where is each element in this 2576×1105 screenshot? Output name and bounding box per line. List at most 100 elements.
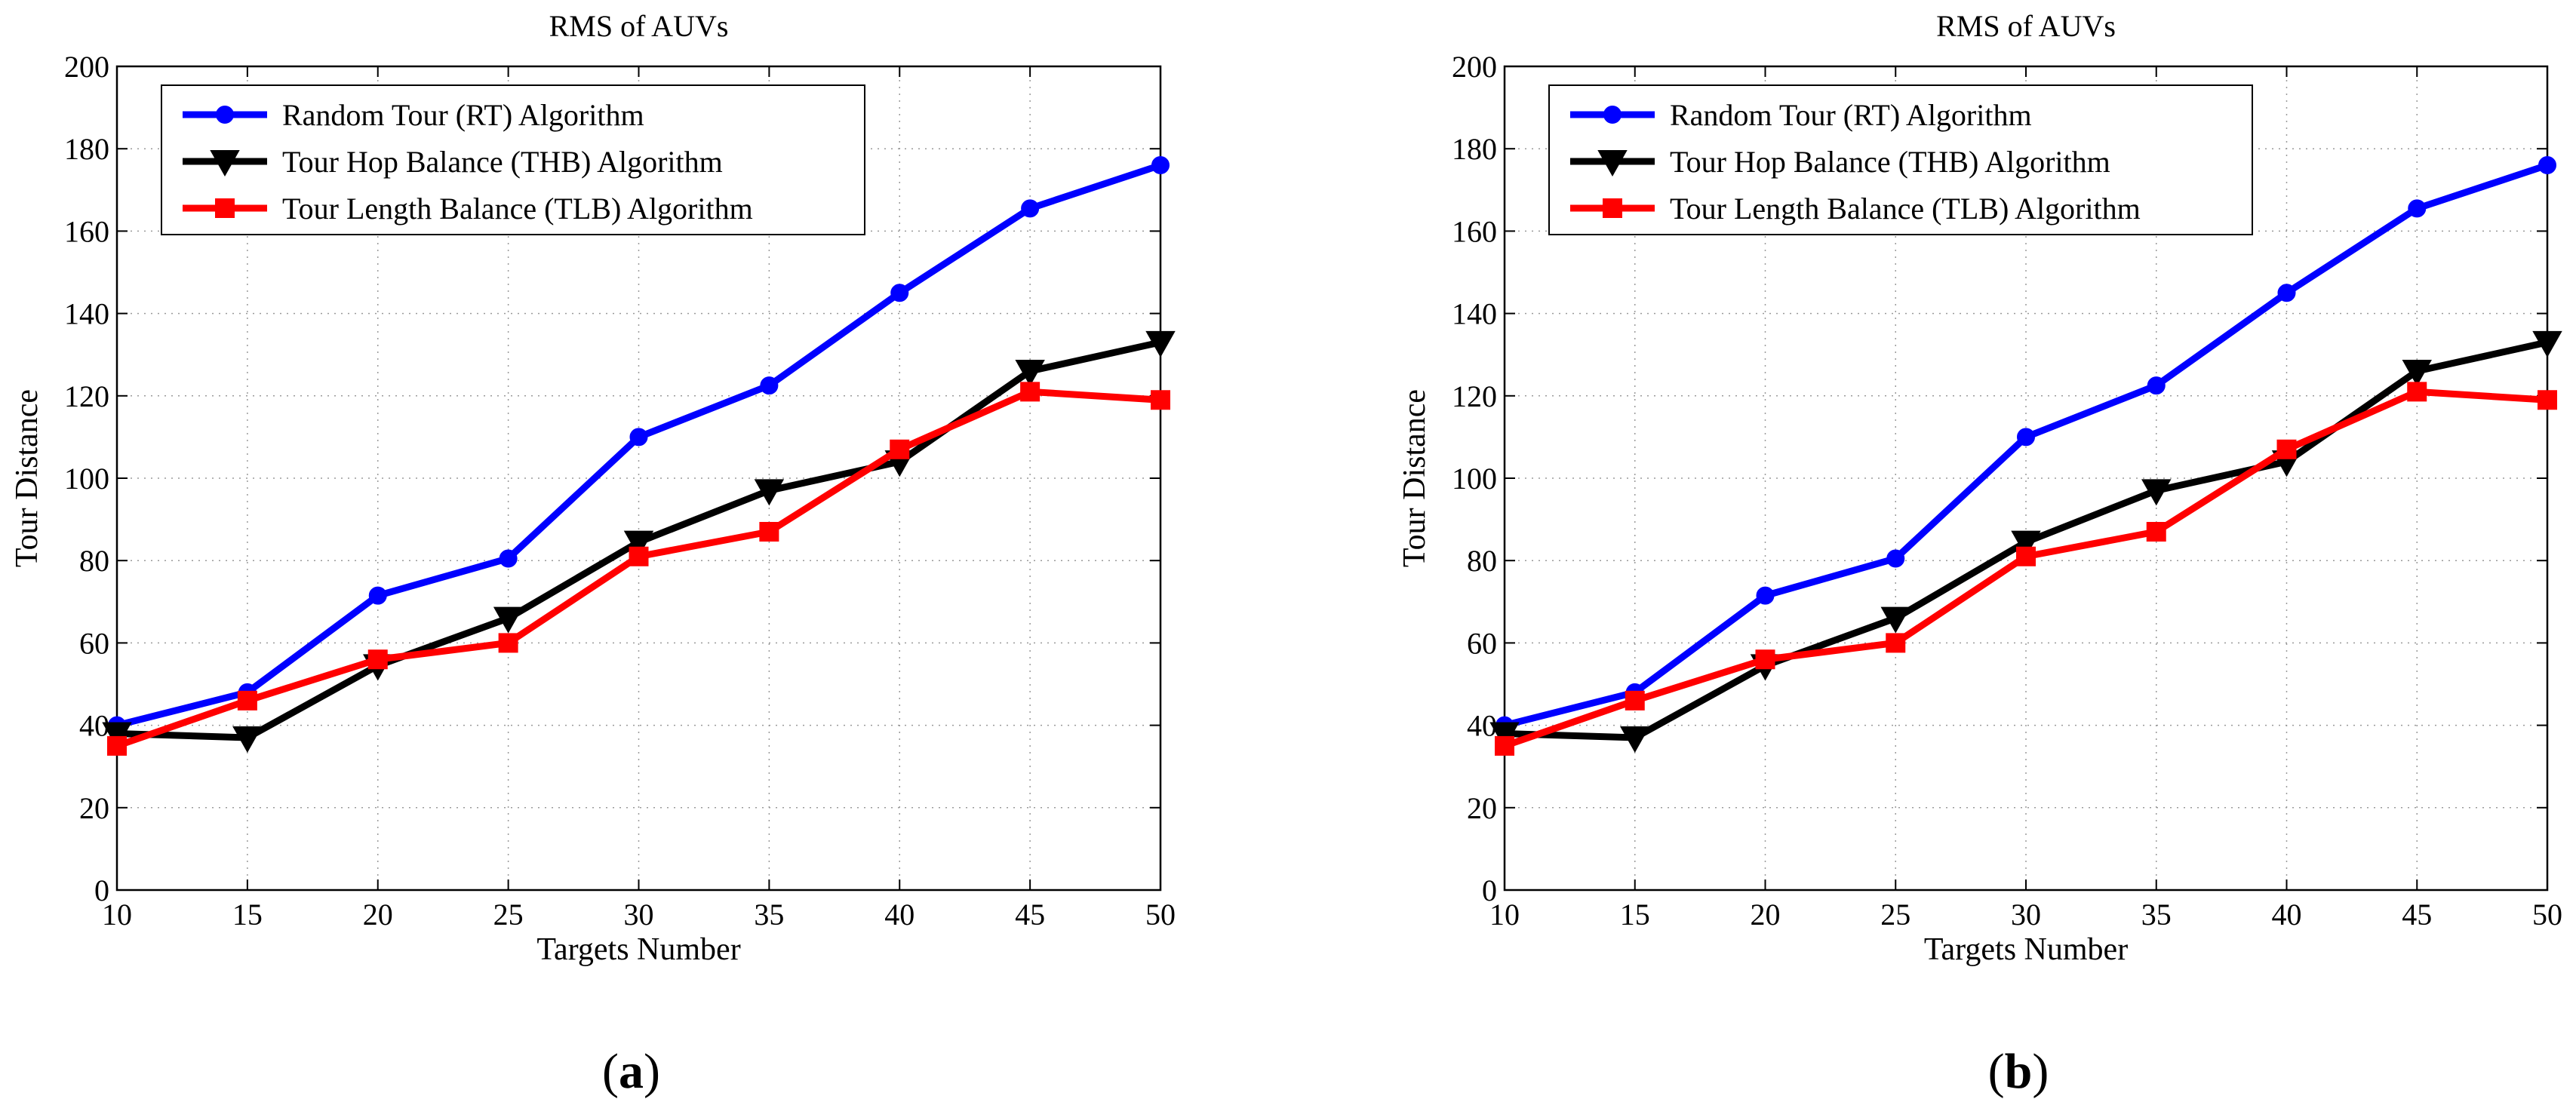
x-tick-label: 35: [2141, 898, 2172, 932]
panel-label-open: (: [1988, 1044, 2005, 1099]
y-tick-label: 60: [79, 626, 109, 660]
y-tick-label: 160: [64, 214, 109, 248]
chart-panel-b: 10 15 20 25 30 35 40 45 500204060801001201401601…: [1397, 9, 2562, 1099]
y-tick-label: 200: [1452, 50, 1497, 84]
legend-box: [1548, 84, 2253, 235]
y-tick-label: 120: [64, 379, 109, 413]
data-point-tlb: [629, 546, 649, 566]
data-point-rt: [1021, 199, 1040, 218]
y-tick-label: 160: [1452, 214, 1497, 248]
x-tick-label: 25: [1880, 898, 1910, 932]
data-point-tlb: [1495, 735, 1514, 756]
data-point-thb: [1015, 360, 1045, 387]
y-tick-label: 0: [94, 873, 109, 907]
y-tick-label: 120: [1452, 379, 1497, 413]
x-tick-label: 35: [754, 898, 784, 932]
panel-label-open: (: [602, 1044, 619, 1099]
series-rt: [1495, 156, 2556, 735]
panel-label: (a): [602, 1044, 660, 1099]
data-point-thb: [493, 606, 524, 634]
panel-label-letter: a: [619, 1044, 644, 1099]
y-tick-label: 0: [1482, 873, 1497, 907]
data-point-tlb: [237, 690, 257, 711]
data-point-rt: [368, 586, 387, 605]
data-point-tlb: [1151, 390, 1170, 410]
data-point-tlb: [1020, 382, 1041, 402]
series-thb: [102, 330, 1176, 754]
legend-marker-tlb: [215, 198, 235, 218]
chart-title: RMS of AUVs: [549, 9, 729, 43]
data-point-tlb: [1625, 690, 1645, 711]
legend-label: Tour Hop Balance (THB) Algorithm: [1670, 145, 2110, 179]
series-tlb: [107, 382, 1170, 756]
x-tick-label: 25: [493, 898, 524, 932]
data-point-thb: [2141, 479, 2172, 506]
panel-label-letter: b: [2005, 1044, 2033, 1099]
y-tick-label: 80: [79, 544, 109, 578]
data-point-rt: [1756, 586, 1775, 605]
y-tick-label: 100: [64, 462, 109, 496]
data-point-tlb: [107, 735, 127, 756]
x-axis-label: Targets Number: [536, 932, 740, 967]
y-tick-label: 20: [79, 791, 109, 825]
series-thb: [1489, 330, 2562, 754]
data-point-thb: [1489, 722, 1520, 749]
legend-label: Random Tour (RT) Algorithm: [282, 98, 644, 132]
data-point-tlb: [2538, 390, 2557, 410]
data-point-tlb: [1886, 633, 1906, 653]
data-point-rt: [2017, 428, 2035, 447]
data-point-thb: [754, 479, 785, 506]
legend-label: Tour Hop Balance (THB) Algorithm: [282, 145, 723, 179]
x-tick-label: 20: [363, 898, 393, 932]
x-tick-label: 50: [1145, 898, 1176, 932]
data-point-thb: [2011, 530, 2041, 557]
x-tick-label: 20: [1751, 898, 1781, 932]
legend-marker-thb: [210, 150, 240, 177]
data-point-tlb: [367, 649, 388, 670]
data-point-rt: [2147, 376, 2166, 395]
panel-label-close: ): [644, 1044, 660, 1099]
x-tick-label: 45: [1015, 898, 1045, 932]
data-point-thb: [623, 530, 654, 557]
y-tick-label: 180: [64, 132, 109, 166]
legend-marker-rt: [216, 106, 234, 124]
x-tick-label: 15: [232, 898, 263, 932]
data-point-tlb: [2016, 546, 2036, 566]
data-point-tlb: [498, 633, 518, 653]
y-tick-label: 100: [1452, 462, 1497, 496]
x-tick-label: 30: [2011, 898, 2041, 932]
chart-panel-a: 10 15 20 25 30 35 40 45 500204060801001201401601…: [10, 9, 1176, 1099]
data-point-rt: [629, 428, 648, 447]
data-point-rt: [890, 284, 909, 302]
data-point-thb: [2532, 330, 2562, 358]
x-tick-label: 40: [2272, 898, 2302, 932]
x-axis-label: Targets Number: [1924, 932, 2128, 967]
y-axis-label: Tour Distance: [10, 389, 45, 567]
data-point-thb: [1620, 726, 1650, 754]
data-point-rt: [1151, 156, 1170, 175]
legend-label: Tour Length Balance (TLB) Algorithm: [1670, 192, 2141, 226]
data-point-rt: [1886, 549, 1905, 568]
data-point-thb: [102, 722, 132, 749]
legend-marker-rt: [1603, 106, 1622, 124]
legend-box: [161, 84, 865, 235]
y-axis-label: Tour Distance: [1397, 389, 1432, 567]
data-point-rt: [760, 376, 779, 395]
y-tick-label: 140: [1452, 297, 1497, 331]
legend: Random Tour (RT) Algorithm Tour Hop Balan…: [161, 84, 865, 235]
panel-label: (b): [1988, 1044, 2049, 1099]
panel-label-close: ): [2032, 1044, 2049, 1099]
data-point-tlb: [759, 521, 779, 542]
legend-marker-tlb: [1603, 198, 1622, 218]
data-point-tlb: [2276, 439, 2297, 459]
x-tick-label: 40: [884, 898, 915, 932]
chart-title: RMS of AUVs: [1936, 9, 2116, 43]
y-tick-label: 80: [1467, 544, 1497, 578]
data-point-rt: [2408, 199, 2427, 218]
x-tick-label: 10: [102, 898, 132, 932]
legend-label: Tour Length Balance (TLB) Algorithm: [282, 192, 753, 226]
x-tick-label: 45: [2402, 898, 2432, 932]
data-point-tlb: [890, 439, 910, 459]
data-point-rt: [2538, 156, 2556, 175]
